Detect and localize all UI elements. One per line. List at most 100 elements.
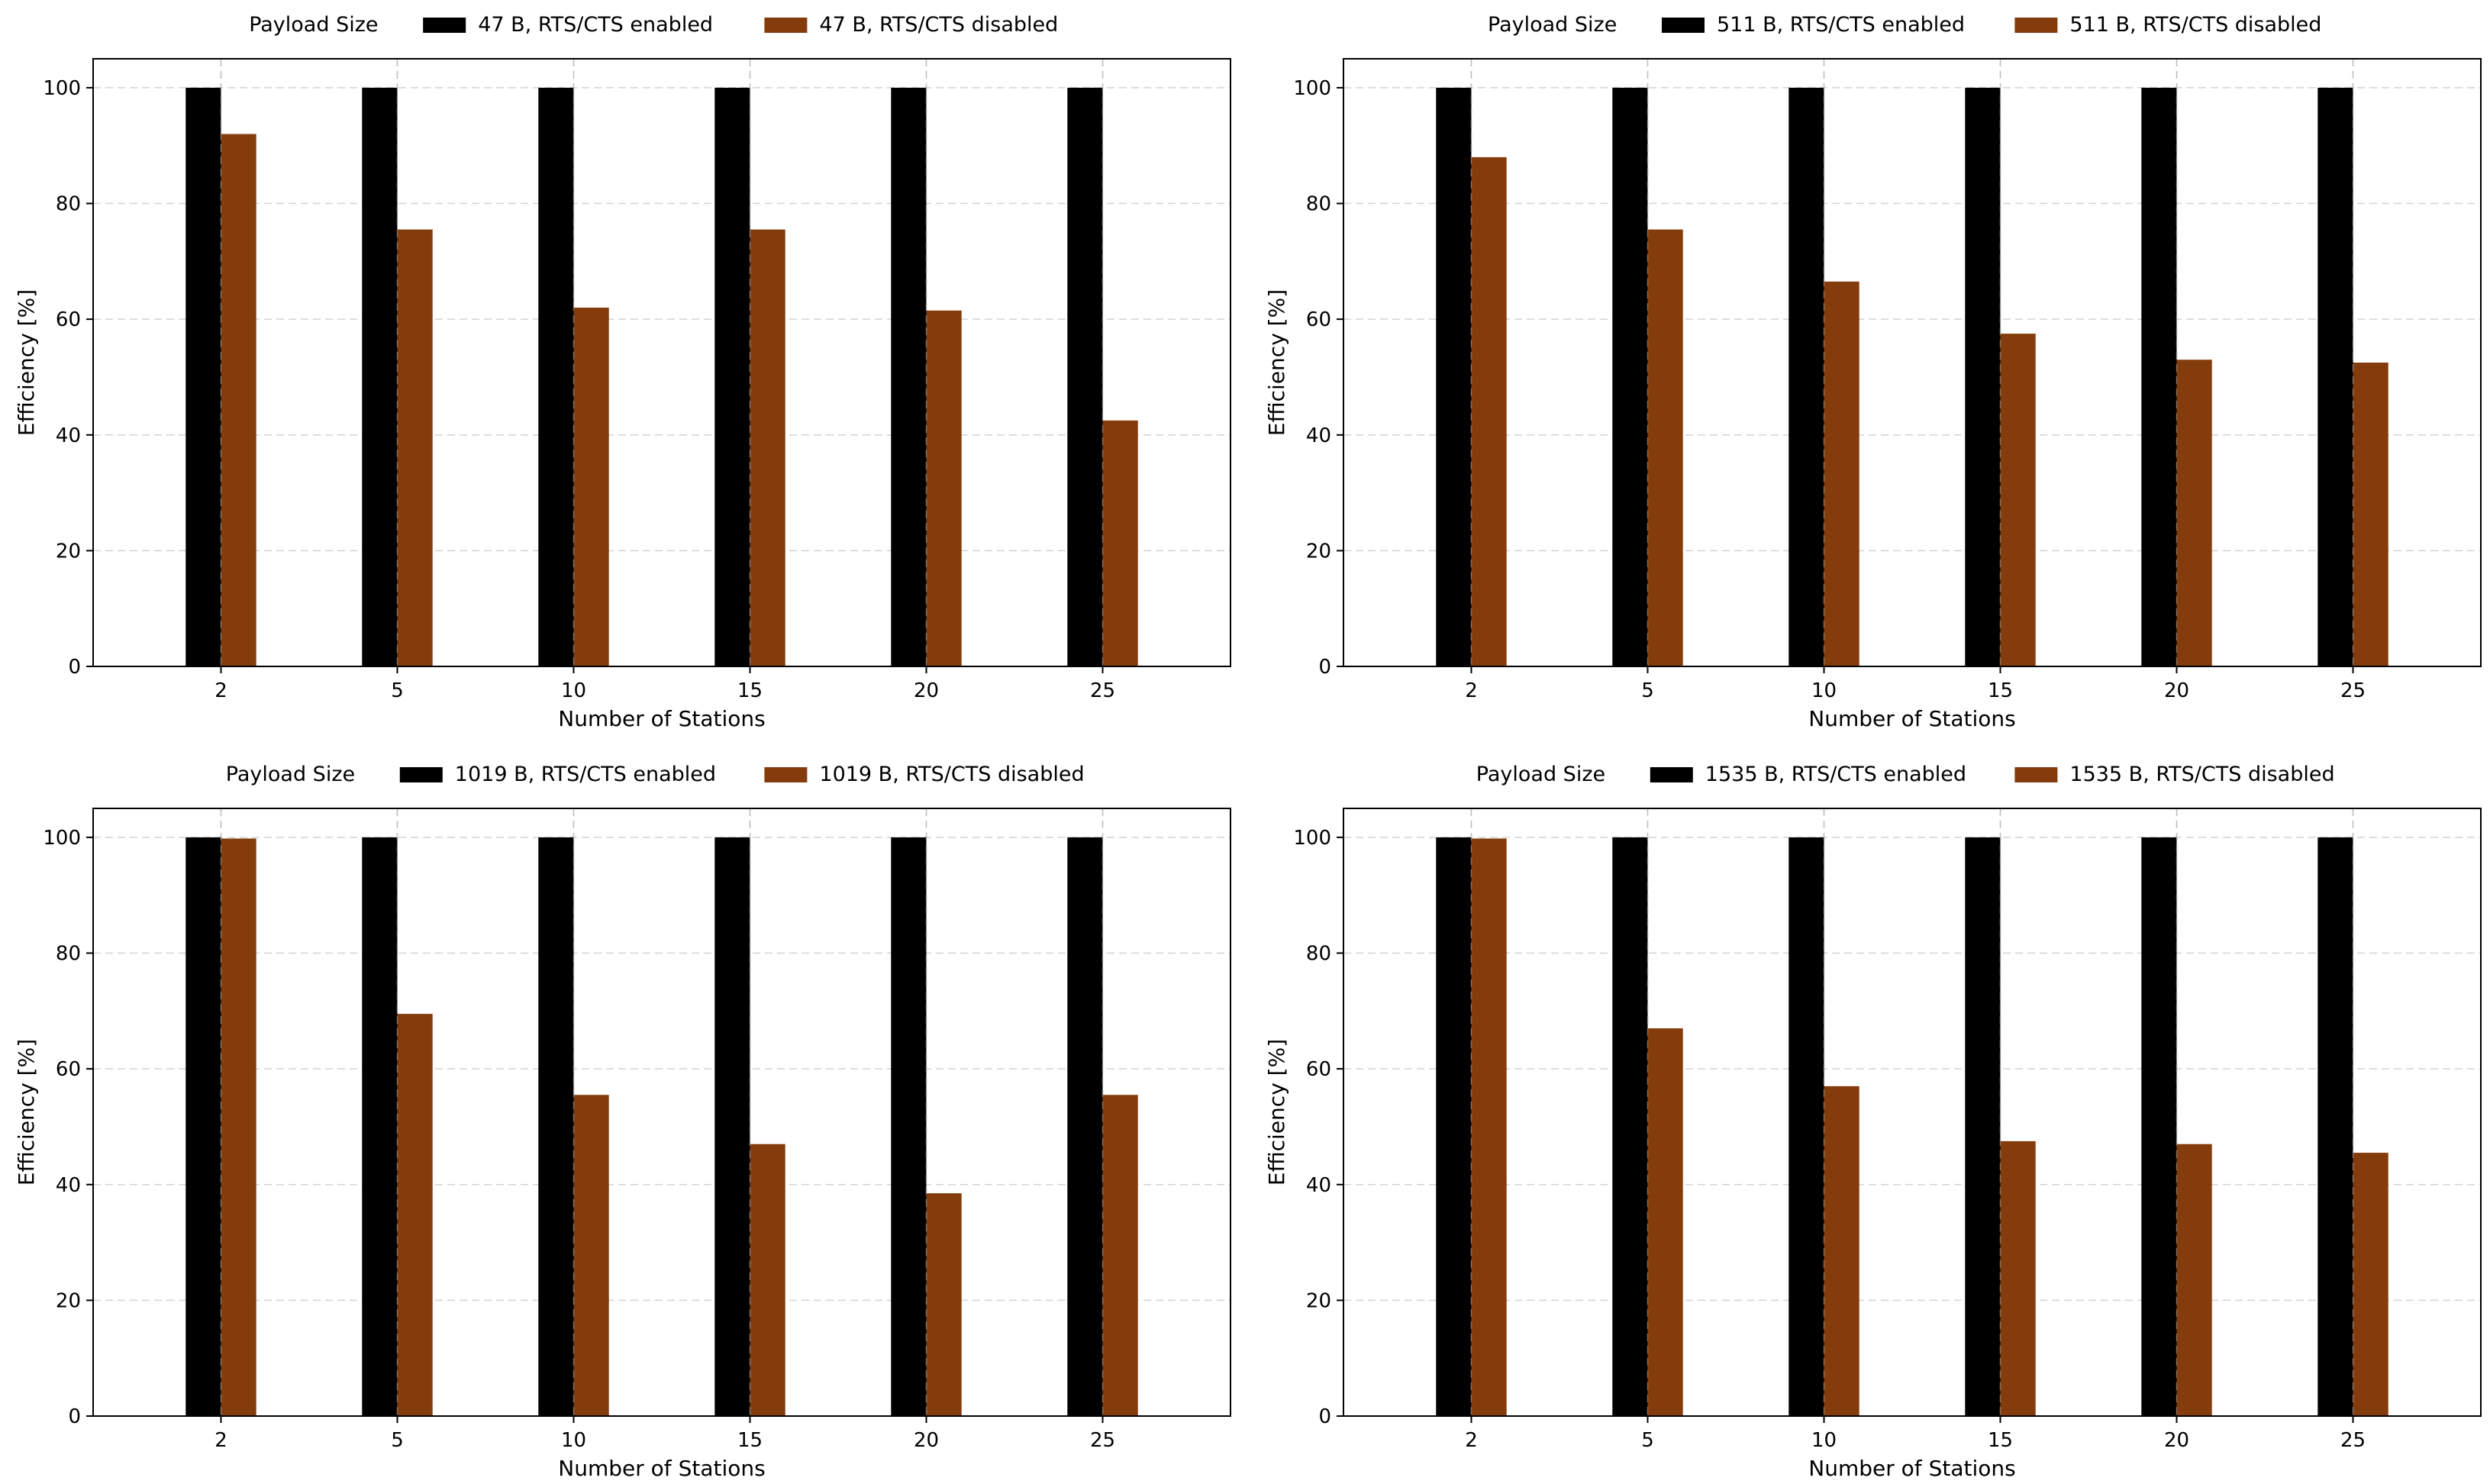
y-tick-label: 40 [1306,1174,1331,1197]
bar-disabled-25 [1102,1095,1138,1416]
x-tick-label-25: 25 [1090,1429,1115,1452]
bar-enabled-2 [1436,837,1472,1416]
bar-disabled-5 [1647,229,1683,667]
legend: Payload Size 47 B, RTS/CTS enabled 47 B, R… [249,13,1058,37]
y-tick-label: 80 [56,943,81,966]
x-tick-label-10: 10 [561,1429,586,1452]
x-axis-label: Number of Stations [558,1456,765,1481]
legend-entry-enabled: 511 B, RTS/CTS enabled [1717,13,1965,37]
x-tick-label-20: 20 [2164,679,2189,702]
legend-entry-enabled: 1535 B, RTS/CTS enabled [1705,763,1966,786]
x-tick-label-2: 2 [1465,1429,1478,1452]
y-tick-label: 100 [43,77,81,100]
bar-disabled-20 [926,1193,962,1416]
bar-enabled-10 [1788,837,1824,1416]
bar-enabled-5 [362,87,398,666]
legend-entry-disabled: 511 B, RTS/CTS disabled [2069,13,2321,37]
plot-frame [1343,808,2482,1417]
x-tick-label-20: 20 [914,1429,939,1452]
bar-disabled-10 [573,1095,609,1416]
bar-disabled-20 [2176,1144,2212,1416]
bar-enabled-5 [362,837,398,1416]
y-tick-label: 0 [1318,1405,1331,1428]
bar-enabled-20 [891,87,927,666]
x-tick-label-10: 10 [1811,1429,1837,1452]
legend-swatch-enabled [1662,18,1705,33]
bars [1436,837,2388,1416]
legend: Payload Size 1019 B, RTS/CTS enabled 1019 … [226,763,1085,786]
legend-entry-enabled: 47 B, RTS/CTS enabled [478,13,713,37]
y-axis-label: Efficiency [%] [1264,1039,1289,1186]
x-tick-label-20: 20 [2164,1429,2189,1452]
y-tick-label: 80 [1306,943,1331,966]
x-tick-label-25: 25 [2340,1429,2366,1452]
y-axis-label: Efficiency [%] [1264,289,1289,436]
bar-enabled-25 [2317,837,2353,1416]
bars [185,837,1138,1416]
x-axis-label: Number of Stations [558,706,765,731]
legend-entry-disabled: 1535 B, RTS/CTS disabled [2069,763,2334,786]
bar-enabled-10 [1788,87,1824,666]
legend: Payload Size 1535 B, RTS/CTS enabled 1535 … [1476,763,2335,786]
x-tick-label-15: 15 [737,679,763,702]
legend-swatch-enabled [1650,767,1693,782]
x-tick-label-15: 15 [1988,679,2013,702]
legend-title: Payload Size [1476,763,1605,786]
bar-disabled-5 [397,1014,433,1416]
y-axis-label: Efficiency [%] [14,289,39,436]
bar-disabled-5 [1647,1028,1683,1416]
x-tick-label-5: 5 [391,679,404,702]
y-tick-label: 80 [1306,193,1331,216]
bar-disabled-5 [397,229,433,667]
x-tick-label-15: 15 [737,1429,763,1452]
legend-swatch-disabled [2014,18,2058,33]
x-tick-label-25: 25 [1090,679,1115,702]
x-tick-label-5: 5 [1641,679,1654,702]
bar-disabled-10 [1824,1086,1859,1416]
y-tick-label: 20 [56,540,81,563]
bar-disabled-25 [2353,363,2388,666]
bar-disabled-2 [1471,838,1507,1416]
bar-enabled-15 [1965,87,2001,666]
plot-frame [92,58,1231,667]
plot-frame [1343,58,2482,667]
x-axis-label: Number of Stations [1808,1456,2015,1481]
y-tick-label: 60 [1306,1058,1331,1081]
legend-title: Payload Size [226,763,355,786]
y-tick-label: 0 [68,656,81,679]
grid [93,59,1230,667]
bar-disabled-10 [1824,281,1859,666]
y-tick-label: 60 [56,1058,81,1081]
x-tick-label-25: 25 [2340,679,2366,702]
bar-enabled-25 [1067,87,1103,666]
bar-disabled-15 [750,1144,785,1416]
legend-swatch-disabled [764,18,808,33]
bar-enabled-10 [538,87,574,666]
y-tick-label: 40 [56,424,81,447]
x-tick-label-10: 10 [1811,679,1837,702]
bar-disabled-15 [2000,1140,2036,1416]
grid-overlay [1470,59,2354,666]
plot-frame [92,808,1231,1417]
bar-disabled-10 [573,307,609,666]
legend: Payload Size 511 B, RTS/CTS enabled 511 B,… [1488,13,2321,37]
y-tick-label: 20 [1306,540,1331,563]
y-tick-label: 0 [68,1405,81,1428]
bar-disabled-20 [926,310,962,666]
legend-entry-disabled: 1019 B, RTS/CTS disabled [819,763,1084,786]
y-tick-label: 100 [1293,827,1331,850]
y-tick-label: 20 [1306,1289,1331,1312]
bar-enabled-5 [1612,87,1648,666]
bar-disabled-15 [2000,334,2036,666]
bar-enabled-25 [1067,837,1103,1416]
bar-enabled-2 [185,837,221,1416]
grid [93,808,1230,1417]
bar-enabled-15 [714,87,750,666]
bar-disabled-2 [1471,156,1507,666]
x-tick-label-10: 10 [561,679,586,702]
legend-entry-disabled: 47 B, RTS/CTS disabled [819,13,1058,37]
